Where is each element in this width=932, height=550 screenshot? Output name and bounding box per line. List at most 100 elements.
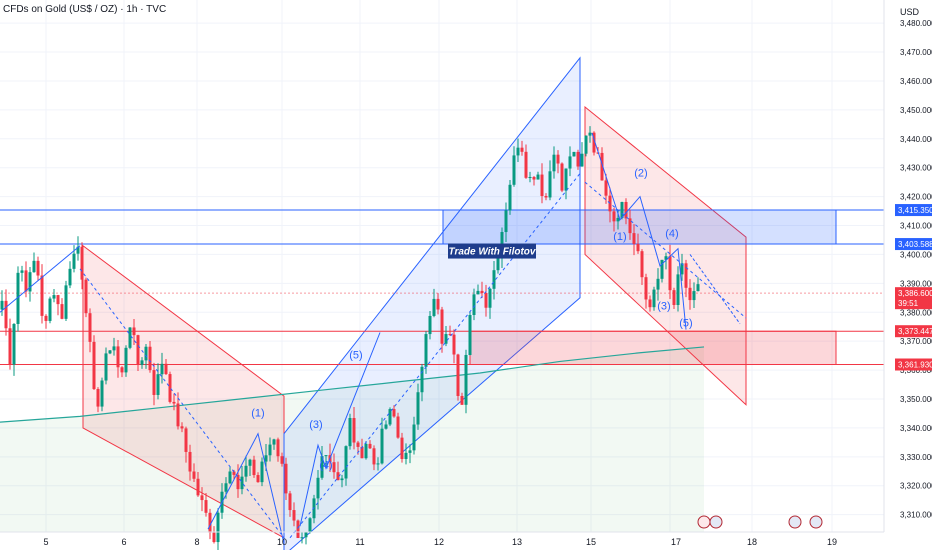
candle-body <box>632 233 636 244</box>
bullish-channel <box>283 56 581 550</box>
candle-body <box>636 243 640 252</box>
candle <box>84 277 88 318</box>
candle <box>252 455 256 478</box>
candle-body <box>180 426 184 429</box>
candle-body <box>60 304 64 319</box>
candle <box>676 266 680 312</box>
candle <box>432 288 436 318</box>
candle-body <box>520 147 524 152</box>
candle <box>640 249 644 285</box>
candle <box>516 138 520 163</box>
candle <box>156 363 160 400</box>
candle <box>100 377 104 412</box>
candle <box>272 438 276 450</box>
candle-body <box>448 334 452 336</box>
candle <box>112 337 116 356</box>
candle <box>668 244 672 299</box>
candle-body <box>300 537 304 539</box>
candle-body <box>120 367 124 373</box>
candle <box>132 319 136 345</box>
candle <box>256 472 260 483</box>
watermark-text: Trade With Filotov <box>449 247 537 258</box>
channel-midline-1 <box>79 268 285 539</box>
price-tick-label: 3,410.000 <box>900 222 932 231</box>
candle-body <box>148 346 152 371</box>
candle <box>304 532 308 545</box>
candle-body <box>648 299 652 308</box>
candle <box>44 314 48 329</box>
candle <box>648 295 652 312</box>
us-flag-icon-circle <box>788 515 802 529</box>
candle-body <box>92 341 96 390</box>
price-tick-label: 3,310.000 <box>900 511 932 520</box>
candle <box>584 135 588 157</box>
candle-body <box>572 151 576 157</box>
candle-body <box>140 360 144 365</box>
current-price-tag-text: 3,386.600 <box>898 289 932 298</box>
candle <box>160 352 164 384</box>
candle-body <box>64 285 68 319</box>
candle-body <box>376 463 380 465</box>
candle-body <box>668 256 672 291</box>
wave-labels: (1) (3) (4) (5) (1) (2) (3) (4) (5) <box>251 167 692 471</box>
time-tick-label: 6 <box>121 537 126 547</box>
candle-body <box>620 201 624 218</box>
candle <box>592 131 596 156</box>
time-tick-label: 13 <box>512 537 522 547</box>
candle-body <box>172 401 176 404</box>
candle <box>244 455 248 482</box>
candle-body <box>532 177 536 180</box>
time-tick-label: 18 <box>747 537 757 547</box>
candle-body <box>356 442 360 447</box>
time-tick-label: 11 <box>355 537 364 547</box>
candle-body <box>692 291 696 301</box>
price-tick-label: 3,420.000 <box>900 193 932 202</box>
candle <box>32 252 36 273</box>
level-tag-text: 3,373.447 <box>898 327 932 336</box>
candle-body <box>8 328 12 365</box>
candle-body <box>672 290 676 306</box>
price-axis: 3,310.000 3,320.000 3,330.000 3,340.000 3,35… <box>883 0 932 550</box>
candle <box>472 288 476 321</box>
candle <box>552 146 556 179</box>
level-tag-text: 3,415.350 <box>898 206 932 215</box>
candle <box>664 252 668 270</box>
candle <box>492 260 496 300</box>
flash-event-icon-circle <box>697 515 711 529</box>
grid-lines <box>0 0 884 532</box>
candle <box>512 146 516 187</box>
candle <box>376 457 380 471</box>
candle <box>60 298 64 320</box>
price-tick-label: 3,430.000 <box>900 164 932 173</box>
candle-body <box>132 327 136 336</box>
price-tick-label: 3,460.000 <box>900 77 932 86</box>
flash-event-icon <box>697 515 711 529</box>
wave-path-1 <box>207 432 285 544</box>
candle <box>692 282 696 309</box>
candle <box>280 452 284 467</box>
candle <box>148 341 152 373</box>
candle <box>672 287 676 309</box>
candle-body <box>688 287 692 301</box>
candle-body <box>388 409 392 425</box>
candle-body <box>0 300 4 310</box>
candle <box>308 517 312 534</box>
candle <box>504 202 508 243</box>
candle <box>604 173 608 204</box>
wave-path-3 <box>591 132 687 330</box>
candle <box>396 412 400 439</box>
candle-body <box>244 465 248 477</box>
candle <box>192 463 196 482</box>
candle <box>380 417 384 465</box>
candle-body <box>260 461 264 483</box>
candle <box>480 281 484 298</box>
candle <box>260 457 264 487</box>
candle-body <box>232 471 236 475</box>
wave-path-2 <box>299 332 381 527</box>
candle <box>76 236 80 261</box>
candle-body <box>248 459 252 466</box>
time-tick-label: 15 <box>586 537 596 547</box>
price-tick-label: 3,400.000 <box>900 250 932 259</box>
